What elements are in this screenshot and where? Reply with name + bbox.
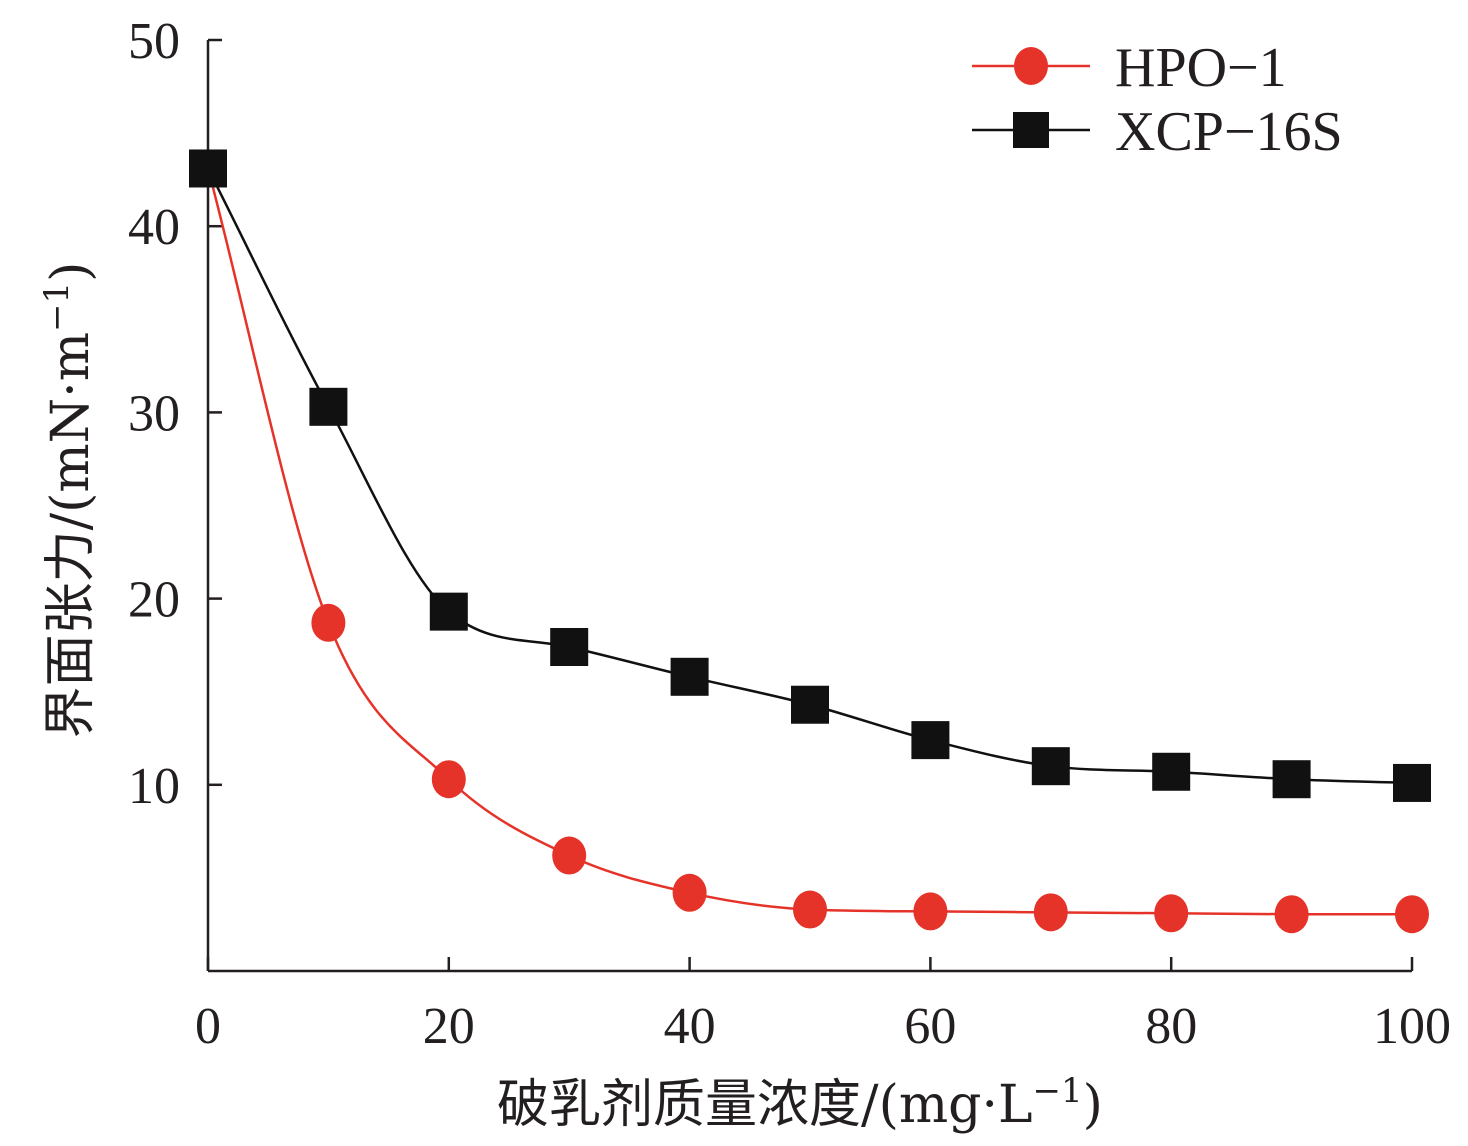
data-point-xcp-16s	[550, 628, 589, 667]
x-tick-label: 60	[904, 998, 956, 1055]
legend-label-hpo-1: HPO−1	[1115, 37, 1287, 99]
legend: HPO−1 XCP−16S	[972, 37, 1343, 163]
axis-ticks	[206, 38, 1414, 971]
x-tick-label: 0	[195, 998, 221, 1055]
data-point-hpo-1	[1274, 895, 1309, 934]
legend-marker-hpo-1	[1014, 47, 1048, 85]
data-point-xcp-16s	[429, 592, 468, 631]
data-point-xcp-16s	[911, 721, 950, 760]
data-point-hpo-1	[1395, 895, 1429, 934]
data-point-xcp-16s	[1031, 747, 1070, 786]
y-axis-title-text: 界面张力/(mN·m	[41, 332, 101, 738]
data-point-xcp-16s	[1393, 763, 1431, 802]
y-tick-label: 10	[128, 758, 180, 815]
y-tick-label: 40	[128, 199, 180, 256]
data-point-hpo-1	[793, 890, 827, 929]
data-point-xcp-16s	[309, 387, 348, 426]
y-tick-label: 20	[128, 572, 180, 629]
data-point-hpo-1	[672, 873, 707, 912]
data-point-hpo-1	[552, 836, 587, 875]
axis-tick-labels: 0 20 40 60 80 100 10 20 30 40 50	[128, 13, 1451, 1055]
data-point-hpo-1	[1033, 893, 1068, 932]
axes	[206, 40, 1412, 973]
x-axis-title-close: )	[1083, 1075, 1103, 1135]
legend-marker-xcp-16s	[1013, 112, 1049, 148]
legend-label-xcp-16s: XCP−16S	[1115, 101, 1343, 163]
data-point-hpo-1	[1154, 894, 1189, 933]
series-xcp-16s	[189, 149, 1431, 802]
data-point-hpo-1	[431, 760, 466, 799]
y-tick-label: 50	[128, 13, 180, 70]
y-axis-title-close: )	[41, 262, 101, 282]
x-tick-label: 100	[1373, 998, 1451, 1055]
legend-item-hpo-1: HPO−1	[972, 37, 1287, 99]
data-point-hpo-1	[913, 892, 948, 931]
y-tick-label: 30	[128, 385, 180, 442]
data-point-xcp-16s	[189, 149, 227, 188]
data-point-xcp-16s	[1272, 760, 1311, 799]
y-axis-title-superscript: −1	[37, 282, 77, 332]
series-line-hpo-1	[206, 168, 1412, 916]
x-axis-title: 破乳剂质量浓度/(mg·L−1)	[497, 1071, 1103, 1135]
x-tick-label: 20	[423, 998, 475, 1055]
data-point-xcp-16s	[1152, 752, 1191, 791]
data-point-xcp-16s	[791, 685, 829, 724]
data-point-xcp-16s	[670, 657, 709, 696]
legend-item-xcp-16s: XCP−16S	[972, 101, 1343, 163]
series-layer	[189, 149, 1431, 934]
x-tick-label: 40	[664, 998, 716, 1055]
y-axis-title: 界面张力/(mN·m−1)	[37, 262, 101, 739]
data-point-hpo-1	[311, 603, 346, 642]
x-axis-title-text: 破乳剂质量浓度/(mg·L	[497, 1075, 1032, 1135]
series-hpo-1	[191, 149, 1429, 934]
x-axis-title-superscript: −1	[1033, 1071, 1083, 1111]
x-tick-label: 80	[1145, 998, 1197, 1055]
